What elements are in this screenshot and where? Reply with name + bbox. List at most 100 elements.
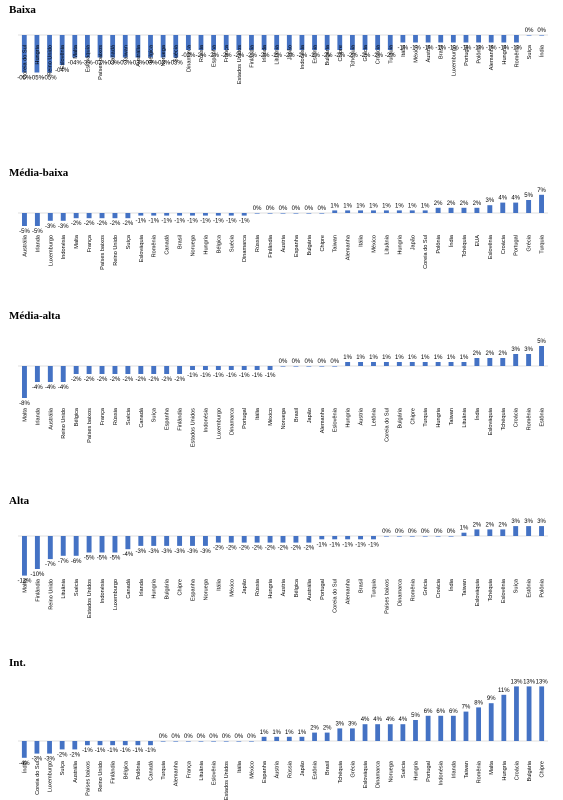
bar: [148, 741, 153, 746]
data-label: -3%: [161, 549, 172, 555]
data-label: -1%: [213, 373, 224, 379]
data-label: 0%: [537, 28, 546, 34]
category-label: Turquia: [423, 407, 429, 427]
bar: [267, 213, 273, 214]
data-label: -03%: [106, 61, 121, 67]
category-label: Grécia: [350, 760, 356, 777]
data-label: 3%: [335, 721, 344, 727]
category-label: Finlândia: [268, 234, 274, 258]
data-label: 1%: [272, 730, 281, 736]
bar: [47, 536, 53, 560]
category-label: Taiwan: [449, 408, 455, 425]
data-label: -5%: [32, 229, 43, 235]
category-label: Bélgica: [149, 44, 155, 63]
category-label: Irlanda: [35, 407, 41, 425]
category-label: Portugal: [464, 45, 470, 66]
category-label: Estônia: [527, 578, 533, 598]
bar: [21, 35, 27, 73]
category-label: Japão: [242, 579, 248, 594]
bar: [461, 362, 467, 366]
category-label: Chipre: [178, 579, 184, 595]
bar-chart-alta: -12%Malta-10%Finlândia -7% Reino Unido -7% L…: [17, 519, 548, 618]
category-label: Turquia: [371, 578, 377, 598]
bar: [72, 741, 78, 750]
panel-title: Média-alta: [9, 310, 61, 322]
category-label: Índia: [448, 234, 455, 247]
data-label: -3%: [174, 549, 185, 555]
bar: [448, 207, 454, 213]
category-label: Irlanda: [139, 578, 145, 596]
bar: [463, 711, 469, 741]
bar: [177, 536, 183, 546]
category-label: Luxemburgo: [216, 408, 222, 439]
category-label: Japão: [287, 45, 293, 60]
data-label: 3%: [511, 347, 520, 353]
bar: [413, 720, 418, 741]
panel-title: Baixa: [9, 4, 36, 16]
data-label: -1%: [200, 373, 211, 379]
data-label: -2%: [110, 221, 121, 227]
data-label: -1%: [174, 219, 185, 225]
bar: [539, 346, 544, 366]
panel-media-alta: Média-alta -8% Malta -4% Irlanda -4% Austráli…: [0, 308, 563, 490]
category-label: Eslováquia: [85, 44, 91, 72]
data-label: 4%: [361, 717, 370, 723]
bar: [185, 741, 191, 742]
bar: [73, 366, 79, 374]
data-label: -2%: [226, 546, 237, 552]
data-label: -2%: [110, 377, 121, 383]
bar: [47, 213, 53, 221]
data-label: -03%: [169, 61, 184, 67]
bar: [526, 35, 532, 36]
data-label: -2%: [123, 221, 134, 227]
data-label: 2%: [473, 201, 482, 207]
data-label: 1%: [356, 355, 365, 361]
bar: [526, 526, 532, 536]
category-label: Polônia: [136, 760, 142, 780]
bar: [138, 536, 144, 546]
category-label: Taiwan: [333, 235, 339, 252]
category-label: Eslovênia: [212, 760, 218, 785]
bar: [274, 736, 280, 741]
bar: [99, 213, 105, 219]
category-label: Hungria: [203, 234, 209, 254]
data-label: 2%: [473, 351, 482, 357]
data-label: -2%: [69, 752, 80, 758]
category-label: México: [414, 45, 420, 63]
data-label: -2%: [246, 53, 257, 59]
bar: [112, 536, 118, 553]
data-label: -1%: [473, 46, 484, 52]
category-label: Portugal: [320, 579, 326, 600]
category-label: Suécia: [74, 578, 80, 596]
data-label: 2%: [473, 522, 482, 528]
bar: [383, 210, 389, 213]
data-label: -3%: [187, 549, 198, 555]
bar: [383, 536, 389, 537]
bar: [371, 536, 376, 540]
category-label: Irlanda: [35, 234, 41, 252]
bar: [332, 210, 338, 213]
data-label: -3%: [44, 757, 55, 763]
data-label: -2%: [322, 53, 333, 59]
data-label: -6%: [71, 559, 82, 565]
bar: [539, 194, 544, 213]
category-label: Japão: [410, 235, 416, 250]
data-label: -2%: [385, 53, 396, 59]
bar: [138, 213, 144, 216]
data-label: 3%: [485, 198, 494, 204]
category-label: Japão: [307, 408, 313, 423]
data-label: -2%: [84, 221, 95, 227]
category-label: Indonésia: [300, 44, 306, 69]
bar: [274, 35, 280, 50]
category-label: Lituânia: [61, 578, 67, 598]
category-label: França: [100, 407, 106, 425]
bar: [362, 35, 368, 50]
category-label: Tchéquia: [501, 407, 507, 430]
data-label: -1%: [368, 542, 379, 548]
data-label: -2%: [334, 53, 345, 59]
bar: [358, 536, 364, 540]
category-label: Letônia: [371, 407, 377, 426]
category-label: Noruega: [161, 44, 167, 66]
data-label: 5%: [524, 193, 533, 199]
category-label: Chipre: [410, 408, 416, 424]
